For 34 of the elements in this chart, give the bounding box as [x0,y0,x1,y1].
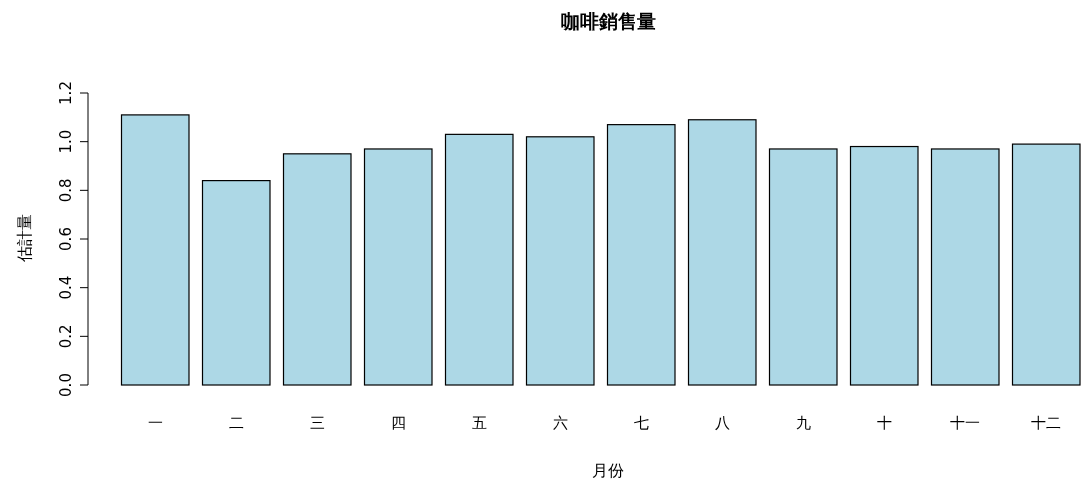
y-tick-label: 0.0 [57,373,75,397]
y-tick-label: 0.6 [57,227,75,251]
bar [768,148,838,386]
x-tick-label: 五 [471,414,487,432]
y-tick-label: 0.8 [57,178,75,203]
bar [525,136,595,386]
y-tick-label: 1.2 [57,81,75,105]
x-tick-label: 十一 [950,414,981,432]
x-tick-label: 七 [633,414,649,432]
bar [201,180,271,386]
x-tick-label: 三 [309,414,325,432]
x-tick-label: 八 [714,414,730,432]
y-tick-label: 1.0 [57,129,75,154]
bar [1011,143,1081,386]
y-tick-label: 0.4 [57,275,75,300]
x-tick-label: 二 [228,414,244,432]
bar [606,124,676,386]
bar [444,133,514,386]
bar [363,148,433,386]
bar [120,114,190,386]
x-tick-label: 一 [147,414,163,432]
bar [687,119,757,386]
x-tick-label: 十二 [1031,414,1062,432]
y-tick-label: 0.2 [57,324,75,349]
x-tick-label: 九 [795,414,811,432]
bar [930,148,1000,386]
x-tick-label: 十 [876,414,892,432]
chart-title: 咖啡銷售量 [560,10,656,32]
x-tick-label: 四 [390,414,406,432]
x-axis-title: 月份 [592,461,624,480]
y-axis-title: 估計量 [15,214,34,263]
bar [282,153,352,386]
bar [849,145,919,386]
x-tick-label: 六 [552,414,568,432]
